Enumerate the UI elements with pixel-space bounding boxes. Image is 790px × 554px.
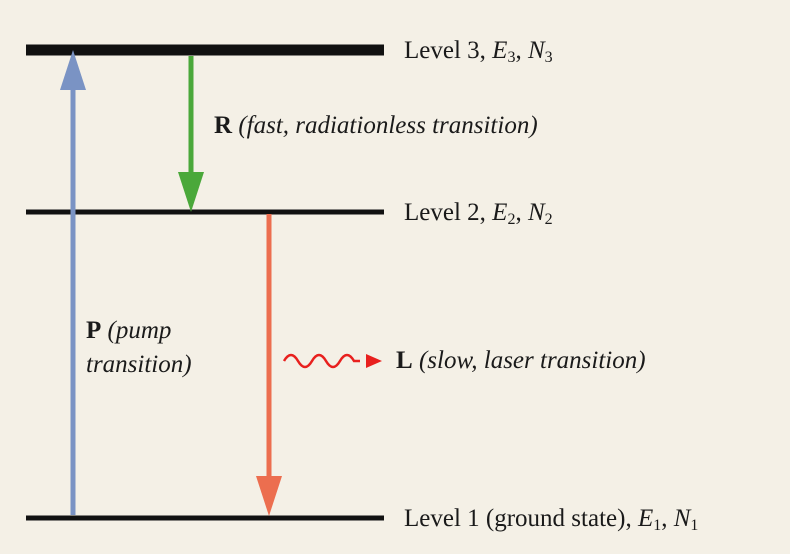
level-1-label: Level 1 (ground state), E1, N1 [404,505,699,534]
level-3-pop: N [527,37,545,64]
level-2-pop-sub: 2 [544,211,553,228]
level-3-energy: E [492,37,508,64]
pump-arrow [60,50,86,515]
pump-letter: P [86,317,102,344]
laser-arrow [256,214,282,516]
level-2-sep: , [515,199,528,226]
level-2-pop: N [527,199,545,226]
level-3-sep: , [515,37,528,64]
level-3-text: Level 3, [404,37,493,64]
radiationless-desc: (fast, radiationless transition) [238,112,538,139]
level-1-energy-sub: 1 [653,517,662,534]
level-1-text: Level 1 (ground state), [404,505,638,532]
pump-desc-line2: transition) [86,351,192,378]
pump-desc-line1: (pump [107,317,172,344]
level-1-energy: E [637,505,654,532]
level-1-sep: , [661,505,674,532]
laser-desc: (slow, laser transition) [418,347,646,374]
level-3-energy-sub: 3 [507,49,516,66]
level-2-energy-sub: 2 [507,211,516,228]
level-2-energy: E [492,199,508,226]
level-1-pop-sub: 1 [690,517,699,534]
photon-wave [282,353,382,369]
radiationless-arrow [178,56,204,212]
level-1-pop: N [673,505,691,532]
level-3-pop-sub: 3 [544,49,553,66]
level-2-label: Level 2, E2, N2 [404,199,553,228]
radiationless-label: R (fast, radiationless transition) [214,113,538,138]
laser-letter: L [396,347,413,374]
radiationless-letter: R [214,112,233,139]
laser-label: L (slow, laser transition) [396,348,646,373]
level-2-text: Level 2, [404,199,493,226]
level-3-label: Level 3, E3, N3 [404,37,553,66]
pump-label: P (pump transition) [86,314,192,382]
